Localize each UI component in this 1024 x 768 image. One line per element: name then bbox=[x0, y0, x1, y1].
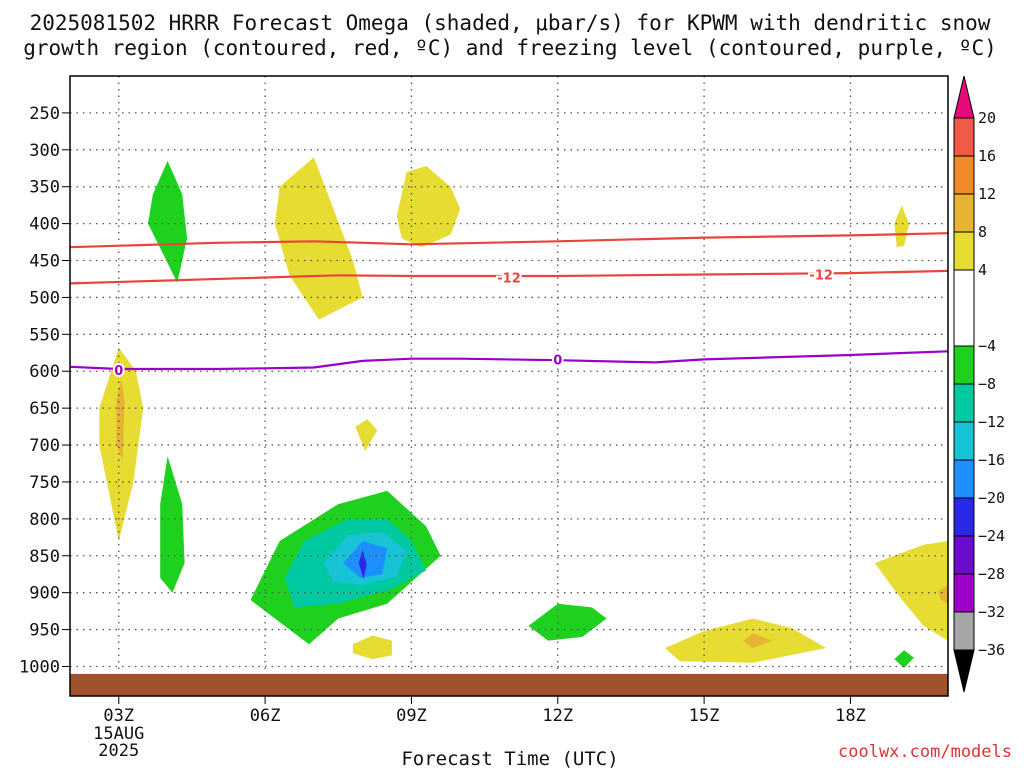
colorbar-band-1 bbox=[953, 611, 975, 651]
x-tick-sublabel-3-0: 15AUG bbox=[93, 724, 144, 744]
colorbar-band-12 bbox=[953, 155, 975, 195]
plot-frame bbox=[69, 75, 949, 697]
y-tick-label-300: 300 bbox=[29, 141, 60, 161]
contour-dendritic_lower bbox=[70, 269, 948, 285]
y-tick-label-750: 750 bbox=[29, 473, 60, 493]
colorbar-band-8 bbox=[953, 345, 975, 385]
y-tick-label-350: 350 bbox=[29, 178, 60, 198]
omega-region-11 bbox=[358, 549, 367, 580]
colorbar-top-arrow bbox=[953, 75, 975, 119]
omega-region-13 bbox=[528, 603, 607, 641]
colorbar-label-2: 12 bbox=[978, 185, 996, 203]
omega-region-15 bbox=[743, 633, 773, 648]
x-tick-label-15: 15Z bbox=[689, 706, 720, 726]
colorbar-band-2 bbox=[953, 573, 975, 613]
y-tick-label-500: 500 bbox=[29, 288, 60, 308]
contour-dendritic_upper bbox=[70, 232, 948, 249]
terrain-surface bbox=[70, 673, 948, 696]
colorbar-band-4 bbox=[953, 497, 975, 537]
omega-region-4 bbox=[148, 160, 188, 283]
omega-region-12 bbox=[352, 635, 392, 660]
chart-title-line-2: growth region (contoured, red, ºC) and f… bbox=[23, 36, 997, 60]
colorbar-band-13 bbox=[953, 117, 975, 157]
colorbar-label-0: 20 bbox=[978, 109, 996, 127]
colorbar-band-10 bbox=[953, 231, 975, 271]
colorbar-band-5 bbox=[953, 459, 975, 499]
x-axis-label: Forecast Time (UTC) bbox=[401, 748, 618, 768]
x-tick-label-9: 09Z bbox=[396, 706, 427, 726]
colorbar-label-12: −32 bbox=[978, 603, 1005, 621]
omega-region-5 bbox=[160, 456, 185, 593]
y-tick-label-650: 650 bbox=[29, 399, 60, 419]
colorbar-band-11 bbox=[953, 193, 975, 233]
chart-title-line-1: 2025081502 HRRR Forecast Omega (shaded, … bbox=[30, 11, 991, 35]
colorbar-band-6 bbox=[953, 421, 975, 461]
omega-region-19 bbox=[894, 650, 914, 668]
colorbar-band-7 bbox=[953, 383, 975, 423]
colorbar-label-7: −12 bbox=[978, 413, 1005, 431]
omega-shaded-regions bbox=[99, 157, 948, 668]
omega-region-6 bbox=[355, 419, 378, 451]
contour-label-freezing_level-1: 0 bbox=[553, 353, 562, 368]
plot-area bbox=[70, 76, 948, 696]
y-tick-label-550: 550 bbox=[29, 325, 60, 345]
colorbar-label-13: −36 bbox=[978, 641, 1005, 659]
omega-region-17 bbox=[874, 541, 948, 641]
colorbar-bottom-arrow bbox=[953, 649, 975, 693]
y-tick-label-850: 850 bbox=[29, 547, 60, 567]
y-tick-label-400: 400 bbox=[29, 215, 60, 235]
omega-region-18 bbox=[938, 585, 948, 604]
colorbar-label-3: 8 bbox=[978, 223, 987, 241]
y-tick-label-450: 450 bbox=[29, 252, 60, 272]
contour-label-dendritic_lower-0: -12 bbox=[497, 272, 521, 287]
colorbar-label-10: −24 bbox=[978, 527, 1005, 545]
contour-label-freezing_level-0: 0 bbox=[114, 364, 123, 379]
y-tick-label-700: 700 bbox=[29, 436, 60, 456]
colorbar-label-11: −28 bbox=[978, 565, 1005, 583]
y-tick-label-800: 800 bbox=[29, 510, 60, 530]
y-axis-pressure-ticks: 250 300 350 400 450 500 550 600 650 700 750 800 850 9… bbox=[19, 104, 70, 677]
x-tick-label-18: 18Z bbox=[835, 706, 866, 726]
y-tick-label-250: 250 bbox=[29, 104, 60, 124]
site-credit: coolwx.com/models bbox=[838, 742, 1012, 762]
colorbar-label-5: −4 bbox=[978, 337, 996, 355]
colorbar-label-1: 16 bbox=[978, 147, 996, 165]
y-tick-label-900: 900 bbox=[29, 584, 60, 604]
y-tick-label-600: 600 bbox=[29, 362, 60, 382]
x-tick-label-12: 12Z bbox=[542, 706, 573, 726]
colorbar-label-6: −8 bbox=[978, 375, 996, 393]
x-tick-label-6: 06Z bbox=[250, 706, 281, 726]
colorbar-band-3 bbox=[953, 535, 975, 575]
omega-region-1 bbox=[116, 378, 125, 460]
omega-region-16 bbox=[894, 205, 909, 248]
contour-freezing_level bbox=[70, 350, 948, 371]
colorbar-band-9 bbox=[953, 269, 975, 347]
contour-label-dendritic_lower-1: -12 bbox=[809, 269, 833, 284]
omega-region-2 bbox=[274, 157, 363, 320]
x-tick-sublabel-3-1: 2025 bbox=[98, 741, 139, 761]
colorbar-label-8: −16 bbox=[978, 451, 1005, 469]
y-tick-label-1000: 1000 bbox=[19, 657, 60, 677]
contour-lines: -12 -12 0 0 bbox=[70, 232, 948, 381]
omega-colorbar: 20 16 12 8 4 −4 −8 −12 −16 −20 −24 −28 −32 −36 bbox=[953, 75, 1005, 693]
x-tick-label-3: 03Z bbox=[103, 706, 134, 726]
colorbar-label-4: 4 bbox=[978, 261, 987, 279]
omega-region-3 bbox=[396, 166, 461, 248]
colorbar-label-9: −20 bbox=[978, 489, 1005, 507]
y-tick-label-950: 950 bbox=[29, 621, 60, 641]
